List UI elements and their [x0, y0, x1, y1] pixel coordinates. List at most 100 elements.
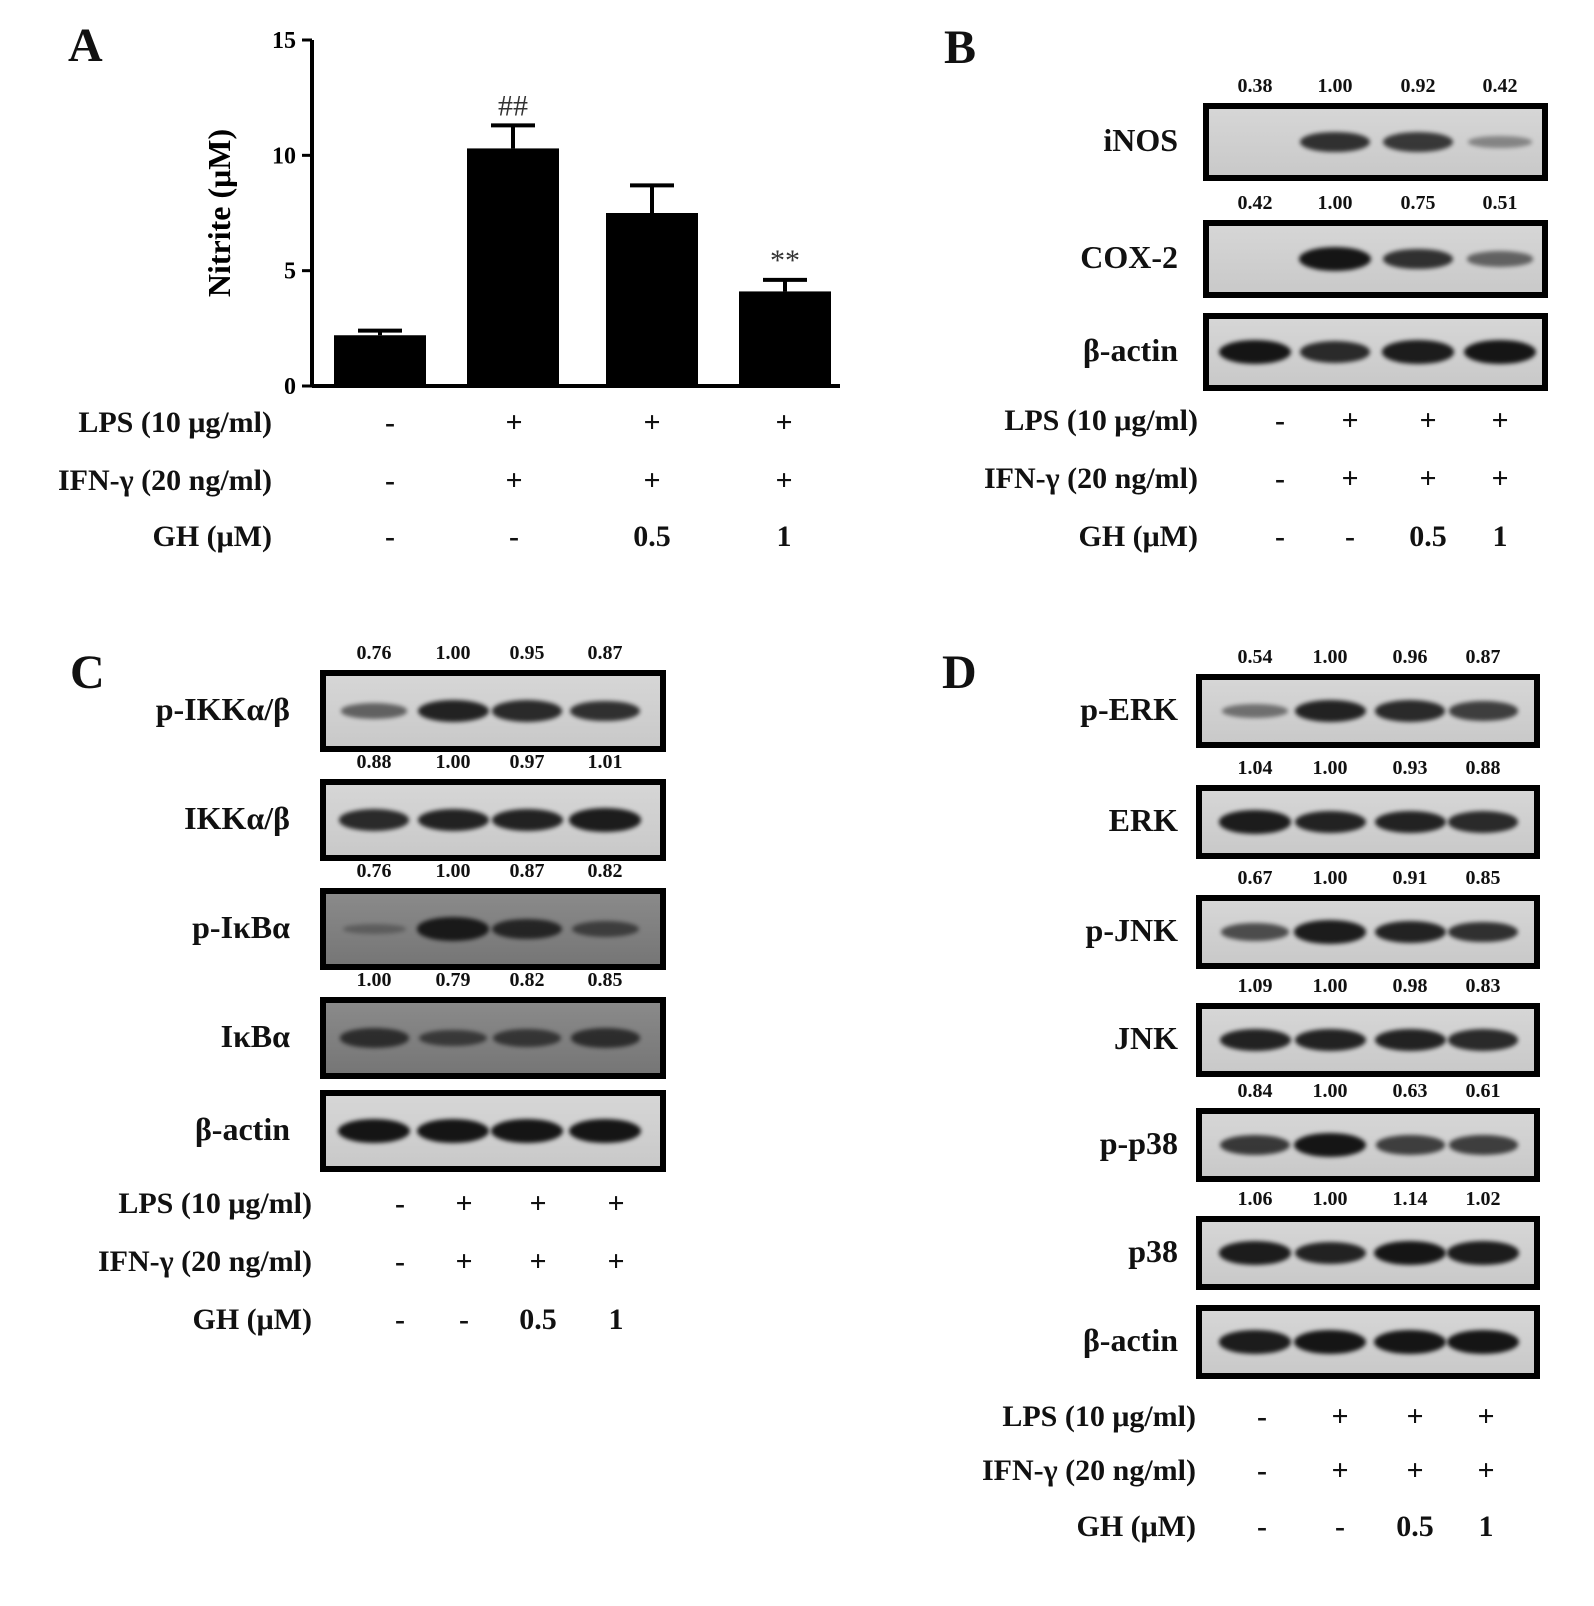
condition-label-lps: LPS (10 μg/ml): [1002, 1400, 1196, 1433]
protein-band: [417, 917, 489, 941]
band-density-value: 1.00: [435, 751, 471, 773]
protein-label: p-IKKα/β: [155, 691, 290, 727]
protein-band: [1374, 1028, 1446, 1052]
protein-band: [570, 700, 640, 722]
y-tick-label: 10: [272, 143, 296, 169]
blot-strip: [1196, 674, 1540, 748]
protein-band: [1447, 1330, 1519, 1354]
band-density-value: 0.97: [509, 751, 545, 773]
protein-band: [340, 703, 408, 719]
band-density-value: 0.51: [1482, 192, 1518, 214]
condition-label-ifn-gamma: IFN-γ (20 ng/ml): [97, 1245, 312, 1278]
condition-value-ifn-gamma: +: [607, 1245, 625, 1278]
protein-band: [417, 699, 489, 723]
significance-marker: ##: [498, 89, 528, 122]
band-density-value: 1.00: [1312, 867, 1348, 889]
blot-strip: [1196, 1108, 1540, 1182]
protein-band: [1468, 136, 1532, 148]
protein-label: β-actin: [194, 1111, 290, 1147]
blot-strip: [1196, 895, 1540, 969]
bar: [606, 213, 698, 386]
condition-label-ifn-gamma: IFN-γ (20 ng/ml): [981, 1454, 1196, 1487]
protein-band: [1219, 340, 1291, 364]
blot-strip: [320, 1090, 666, 1172]
protein-label: p-JNK: [1085, 912, 1178, 948]
band-density-value: 0.82: [587, 860, 623, 882]
band-density-value: 1.00: [435, 860, 471, 882]
blot-strip: [1203, 313, 1548, 391]
protein-band: [1294, 810, 1366, 834]
condition-value-ifn-gamma: +: [455, 1245, 473, 1278]
condition-value-gh: -: [1275, 520, 1285, 553]
y-tick-label: 15: [272, 28, 296, 54]
protein-label: β-actin: [1082, 1322, 1178, 1358]
band-density-value: 0.42: [1482, 75, 1518, 97]
blot-strip: [1203, 220, 1548, 298]
protein-band: [492, 918, 562, 940]
protein-label: p-p38: [1099, 1125, 1178, 1161]
condition-value-ifn-gamma: +: [529, 1245, 547, 1278]
condition-value-ifn-gamma: +: [775, 464, 793, 497]
condition-value-gh: 1: [776, 520, 792, 553]
protein-band: [1300, 131, 1370, 153]
nitrite-bar-chart: Nitrite (μM) 0 5 10 15 ## **: [201, 28, 840, 400]
band-density-value: 0.79: [435, 969, 471, 991]
condition-value-ifn-gamma: +: [643, 464, 661, 497]
protein-band: [338, 809, 410, 831]
protein-band: [417, 808, 489, 832]
significance-marker: **: [770, 244, 800, 277]
condition-label-ifn-gamma: IFN-γ (20 ng/ml): [57, 464, 272, 497]
condition-value-lps: +: [1491, 404, 1509, 437]
band-density-value: 1.09: [1237, 975, 1273, 997]
band-density-value: 0.63: [1392, 1080, 1428, 1102]
band-density-value: 0.88: [1465, 757, 1501, 779]
condition-value-ifn-gamma: +: [1331, 1454, 1349, 1487]
condition-value-gh: -: [395, 1303, 405, 1336]
protein-band: [491, 700, 563, 722]
condition-value-lps: +: [529, 1187, 547, 1220]
band-density-value: 0.61: [1465, 1080, 1501, 1102]
protein-band: [1374, 1241, 1446, 1265]
condition-label-gh: GH (μM): [152, 520, 272, 553]
protein-band: [1448, 701, 1518, 721]
condition-value-gh: 0.5: [633, 520, 671, 553]
band-density-value: 0.96: [1392, 646, 1428, 668]
protein-band: [1374, 1330, 1446, 1354]
band-density-value: 0.38: [1237, 75, 1273, 97]
protein-band: [1299, 247, 1371, 271]
band-density-value: 1.06: [1237, 1188, 1273, 1210]
panel-letter-c: C: [70, 646, 105, 699]
condition-value-gh: -: [1257, 1510, 1267, 1543]
protein-band: [1448, 1135, 1518, 1155]
protein-band: [1374, 920, 1446, 944]
protein-band: [1466, 251, 1534, 267]
condition-value-ifn-gamma: -: [1257, 1454, 1267, 1487]
protein-band: [1219, 810, 1291, 834]
condition-value-ifn-gamma: -: [1275, 462, 1285, 495]
condition-value-lps: +: [505, 406, 523, 439]
band-density-value: 0.76: [356, 642, 392, 664]
protein-label: p-ERK: [1080, 691, 1178, 727]
condition-value-lps: +: [1341, 404, 1359, 437]
condition-label-gh: GH (μM): [1078, 520, 1198, 553]
band-density-value: 0.82: [509, 969, 545, 991]
condition-value-ifn-gamma: +: [505, 464, 523, 497]
band-density-value: 1.00: [356, 969, 392, 991]
protein-band: [1294, 1028, 1366, 1052]
condition-value-lps: +: [1477, 1400, 1495, 1433]
condition-value-lps: +: [1419, 404, 1437, 437]
protein-band: [1221, 923, 1289, 941]
band-density-value: 0.85: [1465, 867, 1501, 889]
condition-value-lps: -: [1257, 1400, 1267, 1433]
condition-value-gh: -: [1345, 520, 1355, 553]
band-density-value: 1.00: [435, 642, 471, 664]
condition-label-gh: GH (μM): [1076, 1510, 1196, 1543]
protein-band: [1447, 1241, 1519, 1265]
band-density-value: 0.42: [1237, 192, 1273, 214]
protein-band: [1382, 340, 1454, 364]
condition-label-ifn-gamma: IFN-γ (20 ng/ml): [983, 462, 1198, 495]
band-density-value: 0.98: [1392, 975, 1428, 997]
